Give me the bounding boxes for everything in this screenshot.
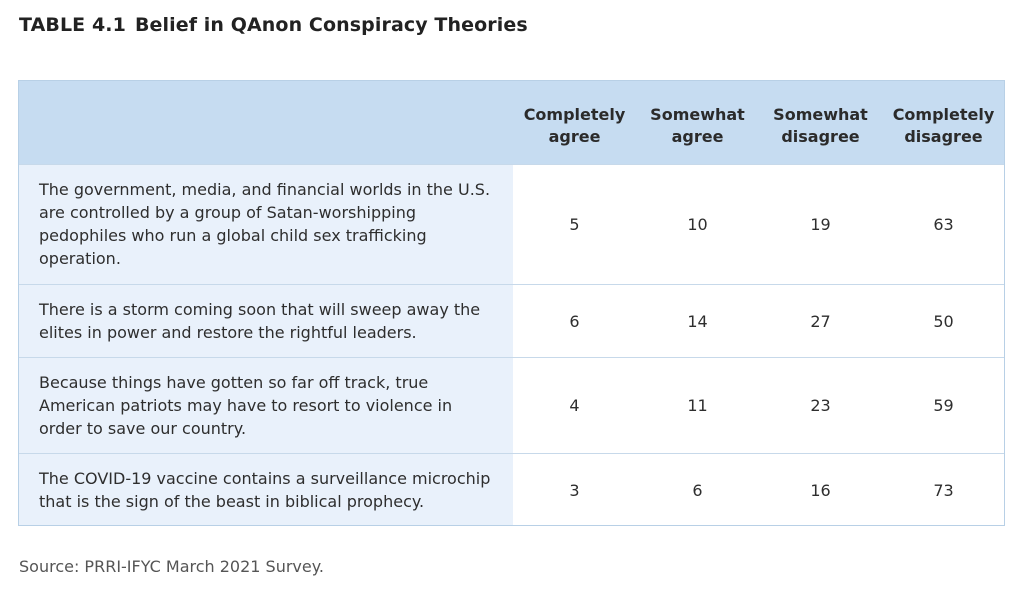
header-line: Completely <box>892 105 995 125</box>
value-cell: 59 <box>882 357 1004 453</box>
table-row: There is a storm coming soon that will s… <box>19 284 1004 357</box>
header-completely-disagree: Completely disagree <box>882 81 1004 164</box>
header-row: Completely agree Somewhat agree Somewhat… <box>19 81 1004 164</box>
value-cell: 14 <box>636 284 759 357</box>
header-line: disagree <box>904 127 983 147</box>
value-cell: 10 <box>636 164 759 284</box>
header-somewhat-agree: Somewhat agree <box>636 81 759 164</box>
belief-table: Completely agree Somewhat agree Somewhat… <box>19 81 1004 525</box>
value-cell: 6 <box>513 284 636 357</box>
table-row: The COVID-19 vaccine contains a surveill… <box>19 453 1004 525</box>
value-cell: 63 <box>882 164 1004 284</box>
statement-cell: The COVID-19 vaccine contains a surveill… <box>19 453 513 525</box>
value-cell: 3 <box>513 453 636 525</box>
header-line: Somewhat <box>773 105 868 125</box>
statement-cell: There is a storm coming soon that will s… <box>19 284 513 357</box>
header-blank-cell <box>19 81 513 164</box>
table-title-text: Belief in QAnon Conspiracy Theories <box>134 14 528 36</box>
header-somewhat-disagree: Somewhat disagree <box>759 81 882 164</box>
header-line: agree <box>671 127 724 147</box>
value-cell: 50 <box>882 284 1004 357</box>
table-title: TABLE 4.1 Belief in QAnon Conspiracy Theo… <box>19 14 528 36</box>
value-cell: 5 <box>513 164 636 284</box>
value-cell: 73 <box>882 453 1004 525</box>
header-completely-agree: Completely agree <box>513 81 636 164</box>
header-line: disagree <box>781 127 860 147</box>
header-line: agree <box>548 127 601 147</box>
table-header: Completely agree Somewhat agree Somewhat… <box>19 81 1004 164</box>
value-cell: 19 <box>759 164 882 284</box>
header-line: Somewhat <box>650 105 745 125</box>
value-cell: 6 <box>636 453 759 525</box>
value-cell: 4 <box>513 357 636 453</box>
data-table-container: Completely agree Somewhat agree Somewhat… <box>18 80 1005 526</box>
header-line: Completely <box>523 105 626 125</box>
value-cell: 23 <box>759 357 882 453</box>
value-cell: 11 <box>636 357 759 453</box>
table-body: The government, media, and financial wor… <box>19 164 1004 525</box>
table-number: TABLE 4.1 <box>19 14 126 36</box>
table-row: The government, media, and financial wor… <box>19 164 1004 284</box>
table-row: Because things have gotten so far off tr… <box>19 357 1004 453</box>
source-note: Source: PRRI-IFYC March 2021 Survey. <box>19 557 325 576</box>
value-cell: 16 <box>759 453 882 525</box>
value-cell: 27 <box>759 284 882 357</box>
statement-cell: The government, media, and financial wor… <box>19 164 513 284</box>
statement-cell: Because things have gotten so far off tr… <box>19 357 513 453</box>
